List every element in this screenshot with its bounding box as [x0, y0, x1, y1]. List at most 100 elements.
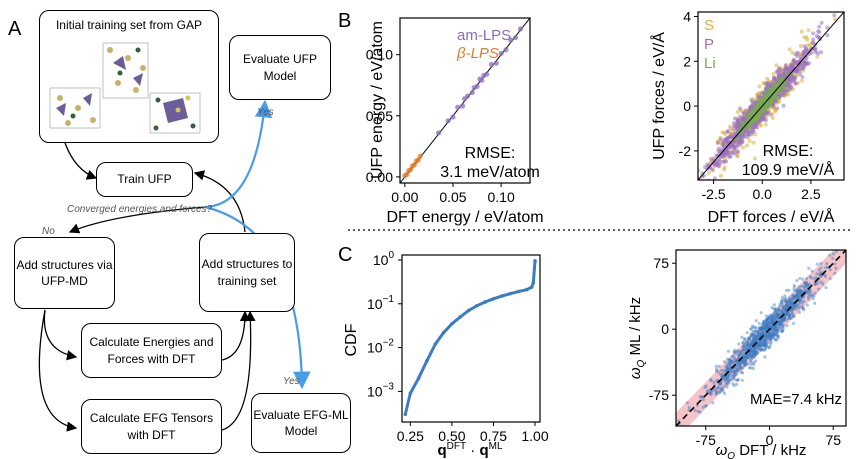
omega-point: [748, 351, 752, 355]
cdf-point: [408, 391, 413, 396]
omega-point: [786, 305, 790, 309]
omega-point: [794, 296, 798, 301]
omega-point: [728, 373, 732, 377]
omega-point: [773, 310, 777, 314]
omega-point: [756, 332, 760, 336]
omega-point: [754, 334, 759, 338]
omega-point: [762, 348, 767, 352]
omega-point: [724, 365, 728, 369]
omega-point: [735, 360, 739, 364]
omega-point: [753, 330, 757, 334]
omega-point: [769, 337, 773, 341]
omega-point: [817, 287, 821, 291]
omega-point: [740, 360, 744, 364]
omega-point: [784, 303, 789, 307]
omega-point: [746, 336, 751, 341]
omega-point: [755, 338, 760, 342]
force-ytick-label: 4: [683, 8, 691, 24]
omega-point: [797, 302, 802, 306]
omega-point: [778, 322, 782, 326]
omega-point: [720, 388, 724, 392]
omega-point: [800, 295, 804, 299]
omega-point: [735, 350, 739, 354]
omega-point: [732, 350, 736, 354]
omega-point: [778, 324, 782, 328]
omega-point: [756, 341, 760, 345]
force-point: [735, 144, 739, 149]
omega-point: [754, 334, 758, 338]
force-point: [825, 25, 830, 30]
omega-point: [778, 317, 783, 321]
omega-point: [819, 271, 823, 275]
omega-point: [798, 288, 802, 292]
omega-point: [774, 338, 778, 342]
omega-point: [805, 276, 809, 281]
omega-ytick-label: 75: [653, 255, 669, 271]
omega-point: [749, 334, 753, 338]
omega-point: [763, 338, 767, 342]
omega-point: [781, 323, 785, 327]
omega-point: [780, 309, 784, 313]
force-point: [749, 132, 753, 137]
omega-point: [769, 320, 773, 324]
omega-point: [781, 305, 786, 309]
omega-point: [703, 404, 708, 408]
omega-point: [742, 363, 747, 367]
cdf-chart: 0.25 0.50 0.75 1.00 10−3 10−2 10−1 100 qDFT · qM…: [343, 250, 549, 459]
omega-point: [804, 286, 808, 290]
cdf-point: [491, 296, 496, 301]
omega-point: [748, 343, 752, 347]
energy-frame: [399, 17, 531, 184]
omega-point: [833, 262, 837, 266]
omega-point: [742, 344, 746, 348]
omega-point: [790, 313, 795, 317]
omega-point: [805, 284, 810, 288]
omega-point: [726, 379, 731, 383]
omega-point: [751, 353, 755, 357]
omega-point: [728, 358, 732, 362]
force-point: [815, 54, 820, 59]
cdf-ytick-label: 10−3: [367, 381, 394, 399]
omega-point: [749, 347, 753, 351]
omega-point: [776, 307, 781, 311]
omega-point: [757, 321, 761, 325]
omega-point: [762, 324, 766, 328]
omega-point: [812, 277, 816, 281]
omega-point: [740, 366, 744, 370]
omega-point: [784, 288, 789, 292]
omega-point: [768, 335, 773, 339]
force-point: [819, 20, 824, 25]
omega-point: [804, 289, 808, 293]
omega-point: [746, 339, 750, 343]
omega-point: [787, 296, 792, 300]
train-ufp-label: Train UFP: [117, 172, 172, 187]
omega-point: [780, 329, 784, 333]
omega-point: [780, 311, 784, 315]
omega-point: [729, 369, 733, 373]
omega-point: [752, 340, 756, 344]
omega-point: [740, 378, 744, 382]
force-point: [719, 137, 724, 142]
force-point: [716, 157, 721, 162]
omega-point: [743, 357, 747, 361]
omega-point: [718, 382, 723, 386]
omega-point: [767, 336, 771, 340]
force-point: [795, 54, 800, 59]
omega-point: [777, 321, 781, 325]
force-point: [799, 78, 804, 83]
cdf-point: [475, 303, 479, 308]
omega-point: [790, 304, 794, 308]
force-point: [800, 75, 805, 79]
cdf-xlabel: qDFT · qML: [437, 441, 502, 459]
omega-point: [733, 356, 737, 360]
omega-point: [783, 296, 787, 301]
force-point: [737, 136, 741, 141]
omega-point: [731, 382, 735, 386]
cdf-point: [450, 321, 454, 326]
add-ufp-md-box: Add structures via UFP-MD: [14, 237, 115, 309]
omega-point: [760, 329, 764, 333]
omega-point: [776, 312, 780, 316]
omega-point: [762, 320, 766, 324]
omega-point: [786, 305, 790, 309]
omega-point: [767, 320, 771, 324]
